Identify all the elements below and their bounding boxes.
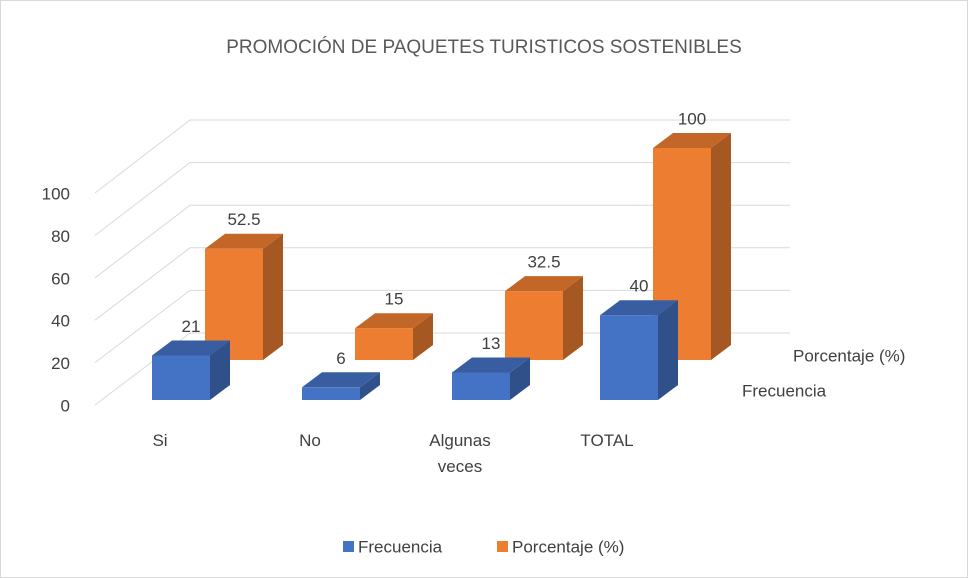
bar-side [510, 357, 530, 400]
chart-title: PROMOCIÓN DE PAQUETES TURISTICOS SOSTENI… [226, 36, 742, 58]
data-label: 15 [385, 290, 404, 309]
bar [355, 328, 413, 360]
grid-line [94, 289, 790, 363]
bar-top [505, 276, 583, 292]
bar-top [452, 357, 530, 373]
data-label: 21 [182, 317, 201, 336]
bar [600, 315, 658, 400]
bar-side [263, 233, 283, 360]
grid-line [94, 332, 790, 406]
grid-line [94, 204, 790, 279]
bar-side [711, 133, 731, 360]
x-tick-label: Algunas veces [429, 431, 491, 476]
y-tick-label: 0 [61, 396, 70, 415]
x-tick-label: No [299, 431, 321, 450]
bar [505, 291, 563, 360]
data-label: 32.5 [527, 253, 560, 272]
y-tick-label: 60 [51, 269, 70, 288]
bar-top [653, 133, 731, 148]
bar-top [302, 372, 380, 388]
y-tick-label: 100 [42, 184, 70, 203]
y-tick-label: 40 [51, 312, 70, 331]
x-tick-label: Si [152, 431, 168, 450]
legend-swatch [343, 541, 354, 552]
bar [452, 372, 510, 400]
bar-side [210, 340, 230, 400]
y-tick-label: 80 [51, 227, 70, 246]
bar-side [360, 372, 380, 400]
legend-swatch [497, 541, 508, 552]
depth-label: Porcentaje (%) [793, 346, 905, 365]
data-label: 52.5 [227, 210, 260, 229]
data-label: 6 [336, 349, 345, 368]
legend-label: Porcentaje (%) [512, 537, 624, 556]
y-tick-label: 20 [51, 354, 70, 373]
data-label: 40 [630, 277, 649, 296]
data-label: 13 [482, 334, 501, 353]
bar-side [658, 300, 678, 400]
bar-side [563, 276, 583, 360]
grid-line [94, 119, 790, 194]
grid-line [94, 162, 790, 236]
legend-label: Frecuencia [358, 537, 443, 556]
bar [152, 355, 210, 400]
grid-line [94, 247, 790, 321]
bar-top [152, 340, 230, 356]
bar [302, 387, 360, 400]
depth-label: Frecuencia [742, 381, 827, 400]
bar-top [600, 300, 678, 316]
data-label: 100 [678, 109, 706, 128]
x-tick-label: TOTAL [580, 431, 634, 450]
bar-top [355, 313, 433, 329]
bar-top [205, 233, 283, 249]
bar-side [413, 313, 433, 360]
